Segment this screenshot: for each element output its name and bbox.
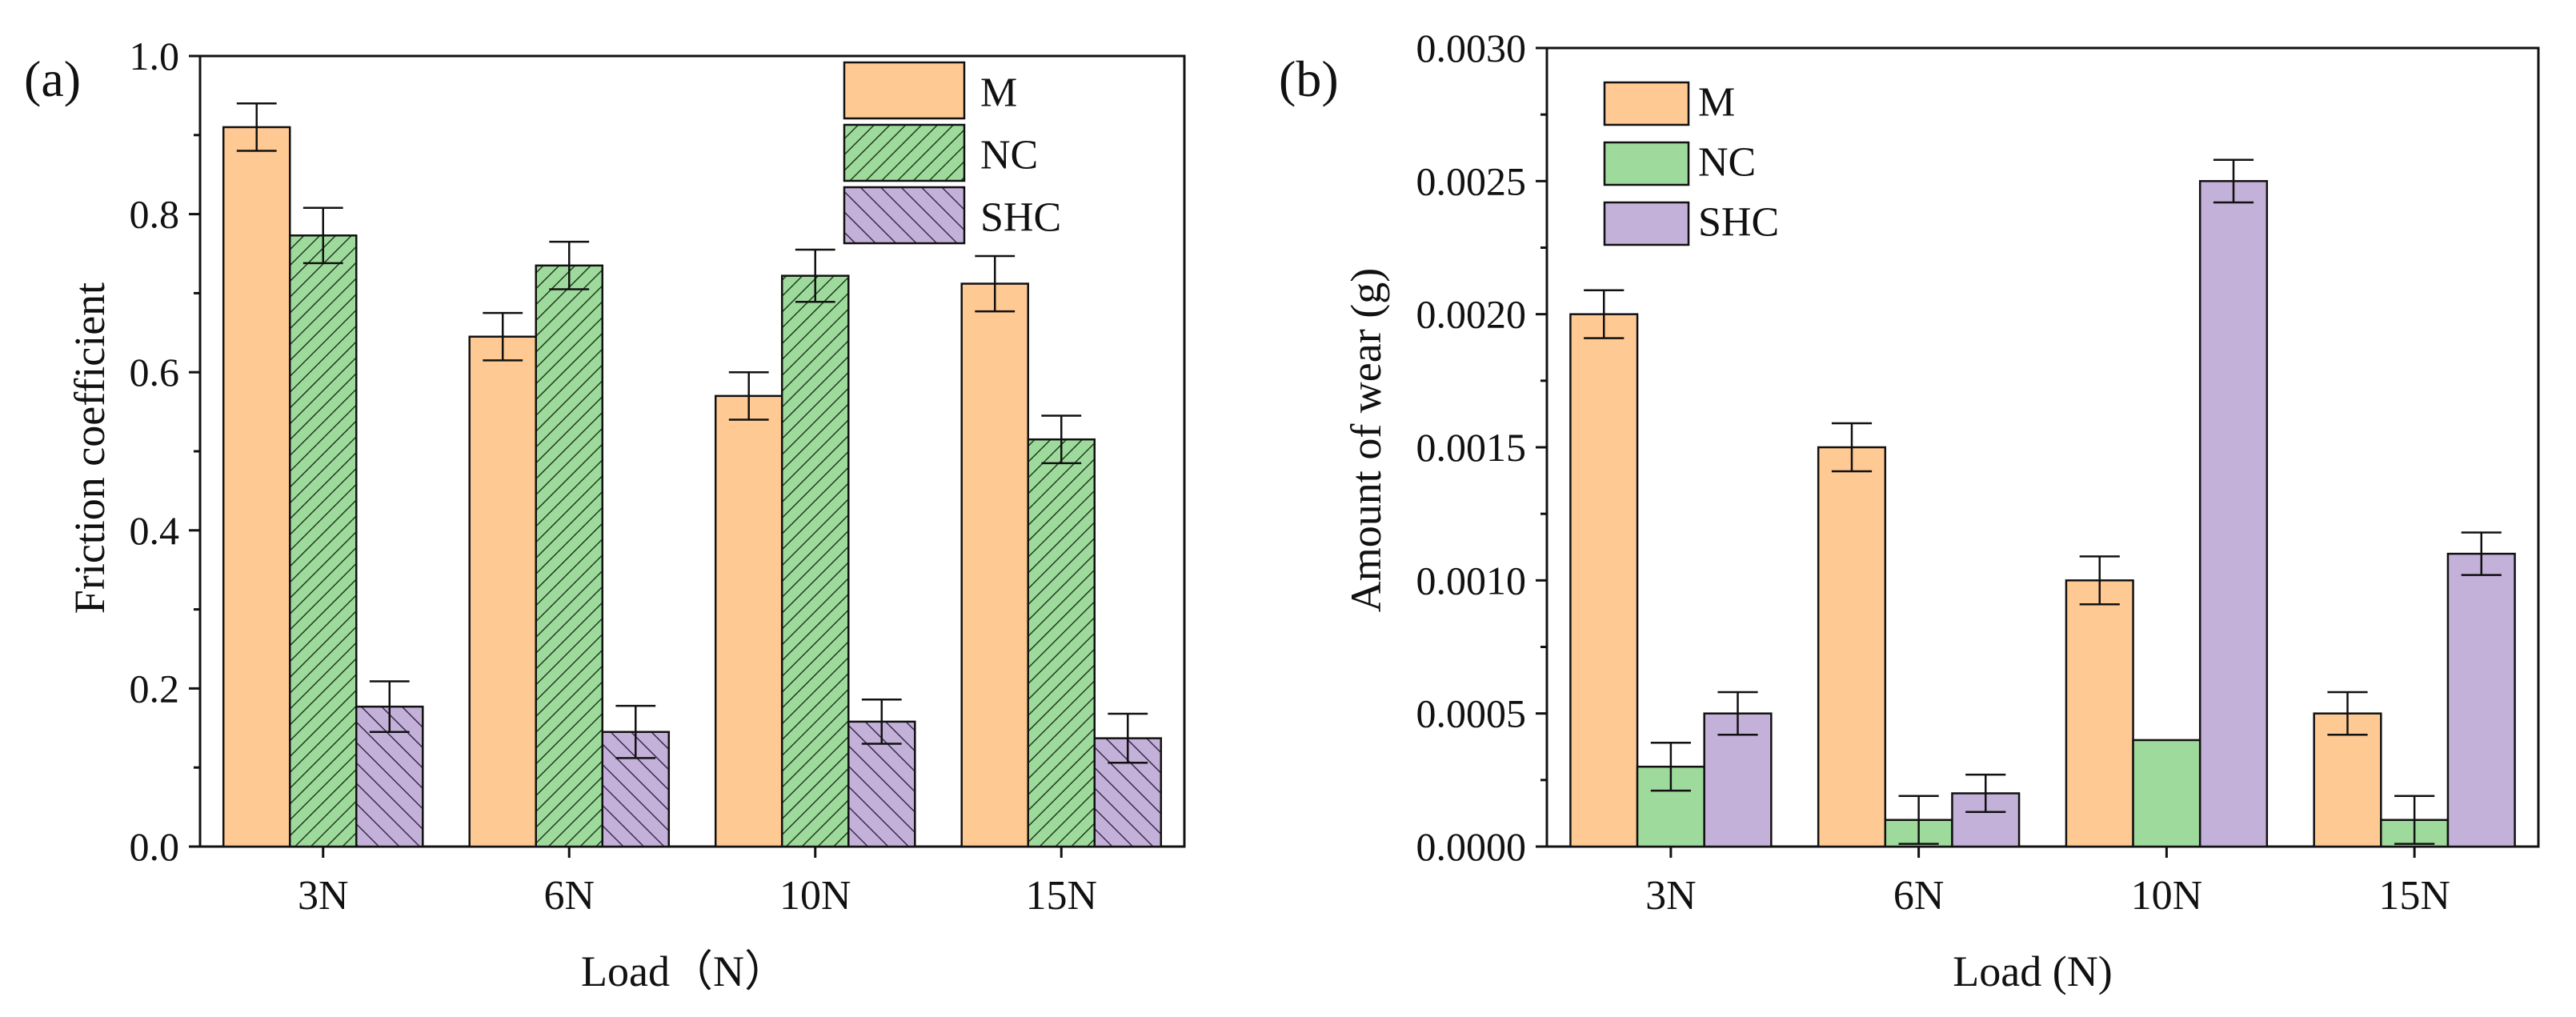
panel-a-label: (a) [24, 50, 81, 107]
legend-swatch-SHC [1603, 201, 1690, 246]
y-tick-label: 0.0010 [1416, 558, 1527, 603]
bar-M-3N [222, 126, 291, 848]
legend-swatch-NC [1603, 141, 1690, 186]
x-tick-label: 6N [1893, 873, 1945, 919]
bar-NC-10N [2132, 739, 2201, 848]
legend-swatch-M [843, 61, 966, 120]
legend-label-NC: NC [980, 133, 1038, 178]
bar-NC-10N [780, 274, 850, 848]
y-tick-label: 0.4 [130, 508, 180, 553]
y-tick-label: 0.6 [130, 350, 180, 394]
legend-label-SHC: SHC [980, 195, 1061, 241]
bar-NC-3N [288, 234, 358, 848]
y-tick-label: 0.8 [130, 192, 180, 237]
bar-M-3N [1569, 313, 1639, 848]
legend-swatch-NC [843, 123, 966, 182]
bar-M-10N [714, 394, 783, 848]
x-tick-label: 3N [1645, 873, 1697, 919]
x-tick-label: 6N [543, 873, 595, 919]
panel-b-label: (b) [1279, 50, 1339, 107]
bar-NC-6N [535, 264, 604, 848]
y-tick-label: 0.2 [130, 666, 180, 711]
panel-a-x-axis-title: Load（N） [581, 947, 787, 995]
bar-M-6N [1817, 446, 1887, 848]
x-tick-label: 3N [298, 873, 349, 919]
legend-swatch-M [1603, 81, 1690, 126]
panel-a-plot-area: 0.0 0.2 0.4 0.6 0.8 1.0 3N 6N 10N 15N M NC SHC [130, 34, 1186, 919]
bar-SHC-10N [2198, 180, 2269, 848]
panel-b-wear-chart: (b) Amount of wear (g) Load (N) 0.00000.… [1279, 26, 2540, 995]
bar-M-10N [2065, 579, 2134, 848]
bar-M-15N [960, 282, 1029, 848]
panel-b-y-axis-title: Amount of wear (g) [1342, 268, 1390, 612]
legend-swatch-SHC [843, 186, 966, 245]
y-tick-label: 1.0 [130, 34, 180, 78]
x-tick-label: 15N [1025, 873, 1097, 919]
bar-SHC-15N [2446, 552, 2516, 848]
y-tick-label: 0.0 [130, 824, 180, 869]
legend-label-NC: NC [1698, 139, 1756, 185]
x-tick-label: 10N [779, 873, 851, 919]
plot-frame [1545, 46, 2540, 848]
panel-a-friction-chart: (a) Friction coefficient Load（N） 0.00.20… [24, 34, 1186, 995]
legend-label-M: M [1698, 79, 1735, 125]
bar-NC-15N [1027, 438, 1096, 848]
bar-M-6N [468, 335, 537, 848]
y-tick-label: 0.0000 [1416, 824, 1527, 869]
y-tick-label: 0.0015 [1416, 425, 1527, 470]
panel-a-y-axis-title: Friction coefficient [66, 282, 114, 614]
y-tick-label: 0.0020 [1416, 292, 1527, 337]
y-tick-label: 0.0025 [1416, 158, 1527, 203]
panel-b-plot-area: 0.0000 0.0005 0.0010 0.0015 0.0020 0.0025 0.00… [1416, 26, 2540, 919]
x-tick-label: 10N [2131, 873, 2203, 919]
legend-label-M: M [980, 70, 1017, 116]
legend-label-SHC: SHC [1698, 199, 1779, 245]
y-tick-label: 0.0030 [1416, 26, 1527, 70]
y-tick-label: 0.0005 [1416, 691, 1527, 736]
panel-b-x-axis-title: Load (N) [1953, 947, 2112, 995]
x-tick-label: 15N [2378, 873, 2450, 919]
